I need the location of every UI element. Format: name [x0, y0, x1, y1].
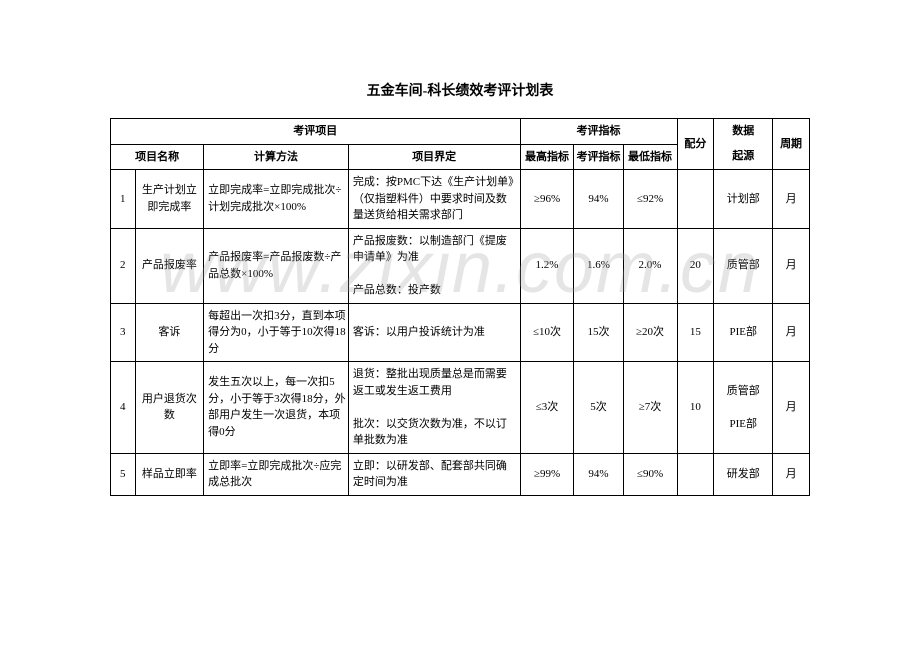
cell-definition: 产品报废数：以制造部门《提废申请单》为准 产品总数：投产数: [348, 228, 520, 303]
cell-cycle: 月: [773, 453, 810, 495]
cell-name: 生产计划立即完成率: [135, 170, 204, 229]
cell-min: 2.0%: [623, 228, 677, 303]
cell-index: 4: [111, 362, 136, 454]
cell-mid: 94%: [574, 170, 623, 229]
header-min: 最低指标: [623, 144, 677, 170]
cell-definition: 客诉：以用户投诉统计为准: [348, 303, 520, 362]
table-row: 3客诉每超出一次扣3分，直到本项得分为0，小于等于10次得18分客诉：以用户投诉…: [111, 303, 810, 362]
cell-max: ≤10次: [520, 303, 574, 362]
header-score: 配分: [677, 119, 714, 170]
cell-source: 计划部: [714, 170, 773, 229]
header-cycle: 周期: [773, 119, 810, 170]
cell-min: ≤92%: [623, 170, 677, 229]
cell-definition: 立即：以研发部、配套部共同确定时间为准: [348, 453, 520, 495]
cell-index: 3: [111, 303, 136, 362]
header-name: 项目名称: [111, 144, 204, 170]
evaluation-table: 考评项目 考评指标 配分 数据 周期 项目名称 计算方法 项目界定 最高指标 考…: [110, 118, 810, 496]
cell-source: 研发部: [714, 453, 773, 495]
header-mid: 考评指标: [574, 144, 623, 170]
cell-mid: 1.6%: [574, 228, 623, 303]
cell-name: 样品立即率: [135, 453, 204, 495]
cell-cycle: 月: [773, 303, 810, 362]
table-row: 4用户退货次数发生五次以上，每一次扣5分，小于等于3次得18分，外部用户发生一次…: [111, 362, 810, 454]
header-source-bottom: 起源: [714, 144, 773, 170]
cell-index: 5: [111, 453, 136, 495]
page-title: 五金车间-科长绩效考评计划表: [110, 80, 810, 100]
cell-min: ≥7次: [623, 362, 677, 454]
cell-score: 10: [677, 362, 714, 454]
cell-calc: 发生五次以上，每一次扣5分，小于等于3次得18分，外部用户发生一次退货，本项得0…: [204, 362, 349, 454]
cell-score: [677, 453, 714, 495]
header-calc: 计算方法: [204, 144, 349, 170]
cell-definition: 退货：整批出现质量总是而需要返工或发生返工费用 批次：以交货次数为准，不以订单批…: [348, 362, 520, 454]
header-max: 最高指标: [520, 144, 574, 170]
cell-calc: 每超出一次扣3分，直到本项得分为0，小于等于10次得18分: [204, 303, 349, 362]
cell-index: 2: [111, 228, 136, 303]
cell-source: 质管部 PIE部: [714, 362, 773, 454]
table-row: 2产品报废率产品报废率=产品报废数÷产品总数×100%产品报废数：以制造部门《提…: [111, 228, 810, 303]
cell-definition: 完成：按PMC下达《生产计划单》（仅指塑料件）中要求时间及数量送货给相关需求部门: [348, 170, 520, 229]
cell-index: 1: [111, 170, 136, 229]
cell-max: 1.2%: [520, 228, 574, 303]
cell-name: 客诉: [135, 303, 204, 362]
cell-min: ≤90%: [623, 453, 677, 495]
cell-score: [677, 170, 714, 229]
cell-calc: 立即率=立即完成批次÷应完成总批次: [204, 453, 349, 495]
cell-min: ≥20次: [623, 303, 677, 362]
cell-source: PIE部: [714, 303, 773, 362]
cell-calc: 立即完成率=立即完成批次÷计划完成批次×100%: [204, 170, 349, 229]
cell-mid: 5次: [574, 362, 623, 454]
header-definition: 项目界定: [348, 144, 520, 170]
cell-max: ≤3次: [520, 362, 574, 454]
cell-mid: 15次: [574, 303, 623, 362]
cell-name: 产品报废率: [135, 228, 204, 303]
cell-cycle: 月: [773, 362, 810, 454]
cell-max: ≥96%: [520, 170, 574, 229]
cell-score: 15: [677, 303, 714, 362]
header-group-project: 考评项目: [111, 119, 521, 145]
cell-calc: 产品报废率=产品报废数÷产品总数×100%: [204, 228, 349, 303]
header-group-indicator: 考评指标: [520, 119, 677, 145]
cell-cycle: 月: [773, 170, 810, 229]
cell-source: 质管部: [714, 228, 773, 303]
table-row: 5样品立即率立即率=立即完成批次÷应完成总批次立即：以研发部、配套部共同确定时间…: [111, 453, 810, 495]
cell-mid: 94%: [574, 453, 623, 495]
cell-name: 用户退货次数: [135, 362, 204, 454]
header-source-top: 数据: [714, 119, 773, 145]
cell-score: 20: [677, 228, 714, 303]
cell-cycle: 月: [773, 228, 810, 303]
cell-max: ≥99%: [520, 453, 574, 495]
table-row: 1生产计划立即完成率立即完成率=立即完成批次÷计划完成批次×100%完成：按PM…: [111, 170, 810, 229]
